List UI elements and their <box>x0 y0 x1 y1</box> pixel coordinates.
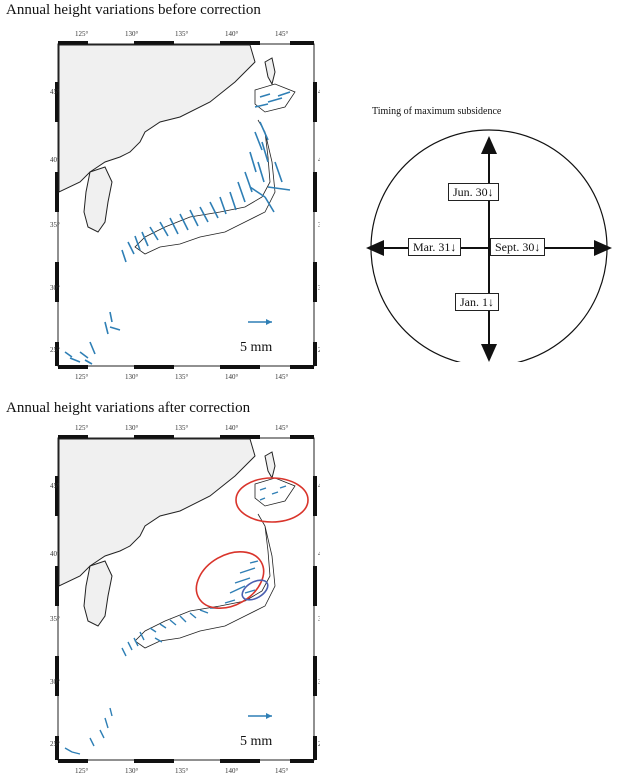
top-lon-tick-labels: 125° 130° 135° 140° 145° 125° 130° 135° … <box>75 30 289 381</box>
legend-east-label: Sept. 30↓ <box>490 238 546 256</box>
lon-tick: 145° <box>275 767 289 775</box>
bottom-map-title: Annual height variations after correctio… <box>6 400 251 416</box>
lon-tick: 135° <box>175 373 189 381</box>
lon-tick: 135° <box>175 767 189 775</box>
map-border-ticks <box>55 435 317 763</box>
lon-tick: 145° <box>275 424 289 432</box>
lon-tick: 140° <box>225 30 239 38</box>
lon-tick: 140° <box>225 373 239 381</box>
lon-tick: 130° <box>125 373 139 381</box>
legend-south-label: Jan. 1↓ <box>455 293 499 311</box>
top-lat-tick-labels: 45° 40° 35° 30° 25° 45° 40° 35° 30° 25° <box>50 88 320 354</box>
sakhalin <box>264 451 276 480</box>
displacement-vectors <box>64 91 291 365</box>
arrow-right-icon <box>594 240 612 256</box>
lon-tick: 130° <box>125 767 139 775</box>
lat-tick: 25° <box>50 740 60 748</box>
lat-tick: 35° <box>318 221 320 229</box>
lat-tick: 35° <box>318 615 320 623</box>
lat-tick: 40° <box>318 156 320 164</box>
scale-label: 5 mm <box>240 734 273 749</box>
lon-tick: 145° <box>275 30 289 38</box>
legend-title: Timing of maximum subsidence <box>372 106 502 117</box>
legend-diagram <box>366 129 612 362</box>
lat-tick: 25° <box>318 740 320 748</box>
arrow-down-icon <box>481 344 497 362</box>
top-map-svg: 125° 130° 135° 140° 145° 125° 130° 135° … <box>50 30 320 381</box>
highlight-tohoku <box>195 551 265 609</box>
lat-tick: 25° <box>50 346 60 354</box>
lat-tick: 30° <box>50 678 60 686</box>
lat-tick: 45° <box>318 88 320 96</box>
scale-label: 5 mm <box>240 340 273 355</box>
highlight-hokkaido <box>235 477 309 523</box>
scale-arrowhead <box>266 713 272 719</box>
top-map-title: Annual height variations before correcti… <box>6 2 261 18</box>
lon-tick: 125° <box>75 373 89 381</box>
top-map: 125° 130° 135° 140° 145° 125° 130° 135° … <box>50 22 320 382</box>
lon-tick: 130° <box>125 424 139 432</box>
korea-peninsula <box>83 560 113 627</box>
bottom-map-svg: 125° 130° 135° 140° 145° 125° 130° 135° … <box>50 424 320 775</box>
map-border-ticks <box>55 41 317 369</box>
arrow-left-icon <box>366 240 384 256</box>
bottom-lat-tick-labels: 45° 40° 35° 30° 25° 45° 40° 35° 30° 25° <box>50 482 320 748</box>
lat-tick: 40° <box>318 550 320 558</box>
lon-tick: 125° <box>75 424 89 432</box>
lat-tick: 35° <box>50 615 60 623</box>
lat-tick: 45° <box>50 482 60 490</box>
legend-west-label: Mar. 31↓ <box>408 238 462 256</box>
displacement-vectors <box>64 485 287 755</box>
lon-tick: 125° <box>75 767 89 775</box>
highlight-kanto <box>241 579 269 601</box>
sakhalin <box>264 57 276 86</box>
mainland-asia <box>58 44 256 193</box>
lon-tick: 135° <box>175 30 189 38</box>
legend-north-label: Jun. 30↓ <box>448 183 499 201</box>
lon-tick: 125° <box>75 30 89 38</box>
lon-tick: 145° <box>275 373 289 381</box>
korea-peninsula <box>83 166 113 233</box>
lat-tick: 30° <box>318 284 320 292</box>
lat-tick: 45° <box>50 88 60 96</box>
lat-tick: 40° <box>50 550 60 558</box>
arrow-up-icon <box>481 136 497 154</box>
mainland-asia <box>58 438 256 587</box>
bottom-lon-tick-labels: 125° 130° 135° 140° 145° 125° 130° 135° … <box>75 424 289 775</box>
lat-tick: 30° <box>318 678 320 686</box>
lat-tick: 35° <box>50 221 60 229</box>
lon-tick: 140° <box>225 424 239 432</box>
lon-tick: 140° <box>225 767 239 775</box>
japan-outline <box>134 83 296 255</box>
lat-tick: 45° <box>318 482 320 490</box>
lat-tick: 25° <box>318 346 320 354</box>
lat-tick: 40° <box>50 156 60 164</box>
lon-tick: 130° <box>125 30 139 38</box>
lat-tick: 30° <box>50 284 60 292</box>
bottom-map: 125° 130° 135° 140° 145° 125° 130° 135° … <box>50 418 320 776</box>
scale-arrowhead <box>266 319 272 325</box>
lon-tick: 135° <box>175 424 189 432</box>
